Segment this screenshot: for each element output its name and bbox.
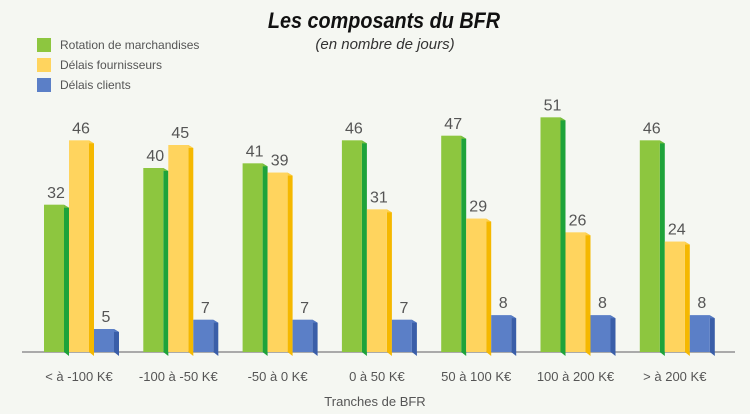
bar-side xyxy=(312,319,318,356)
bar-side xyxy=(89,140,94,356)
data-label: 7 xyxy=(399,300,408,317)
bar xyxy=(689,315,710,352)
data-label: 41 xyxy=(246,143,264,160)
bar-side xyxy=(386,209,392,356)
legend-item: Délais clients xyxy=(37,75,199,95)
bar xyxy=(391,319,412,352)
data-label: 8 xyxy=(697,295,706,312)
bar xyxy=(491,315,512,352)
bar xyxy=(193,319,214,352)
legend-label: Délais fournisseurs xyxy=(60,58,163,72)
data-label: 45 xyxy=(171,125,189,142)
bar xyxy=(441,135,462,352)
bar-side xyxy=(262,163,268,356)
bar xyxy=(590,315,611,352)
bar-side xyxy=(585,232,591,356)
bar-side xyxy=(114,329,119,356)
bar xyxy=(664,241,685,352)
data-label: 5 xyxy=(102,309,111,326)
x-tick-label: -50 à 0 K€ xyxy=(248,369,309,384)
bar-side xyxy=(610,315,616,356)
data-label: 46 xyxy=(72,120,90,137)
bar xyxy=(366,209,387,352)
legend-label: Délais clients xyxy=(60,78,131,92)
bar xyxy=(639,140,660,352)
legend-item: Rotation de marchandises xyxy=(37,35,199,55)
bar-side xyxy=(709,315,715,356)
data-label: 32 xyxy=(47,185,65,202)
x-tick-label: > à 200 K€ xyxy=(643,369,707,384)
x-axis-label: Tranches de BFR xyxy=(324,394,426,409)
chart-title: Les composants du BFR xyxy=(267,8,501,33)
bar-side xyxy=(486,218,492,356)
legend-swatch xyxy=(37,38,51,52)
data-label: 39 xyxy=(271,153,289,170)
bar xyxy=(242,163,263,352)
bar xyxy=(94,329,114,352)
data-label: 40 xyxy=(146,148,164,165)
bar-side xyxy=(659,140,665,356)
bar xyxy=(292,319,313,352)
data-label: 51 xyxy=(544,97,562,114)
bar xyxy=(540,117,561,353)
data-label: 46 xyxy=(345,120,363,137)
x-tick-label: 100 à 200 K€ xyxy=(537,369,615,384)
bar xyxy=(341,140,362,352)
bar-side xyxy=(188,145,194,356)
data-label: 8 xyxy=(499,295,508,312)
bar xyxy=(143,168,164,352)
legend: Rotation de marchandises Délais fourniss… xyxy=(37,35,199,95)
data-label: 8 xyxy=(598,295,607,312)
bar-side xyxy=(560,117,566,357)
bar-side xyxy=(213,319,219,356)
x-tick-label: 0 à 50 K€ xyxy=(349,369,405,384)
x-tick-label: 50 à 100 K€ xyxy=(441,369,512,384)
data-label: 7 xyxy=(201,300,210,317)
legend-swatch xyxy=(37,78,51,92)
bar-side xyxy=(361,140,367,356)
legend-swatch xyxy=(37,58,51,72)
x-tick-label: -100 à -50 K€ xyxy=(139,369,219,384)
data-label: 46 xyxy=(643,120,661,137)
x-tick-label: < à -100 K€ xyxy=(45,369,113,384)
legend-item: Délais fournisseurs xyxy=(37,55,199,75)
data-label: 24 xyxy=(668,222,686,239)
bar-side xyxy=(287,172,293,356)
data-label: 31 xyxy=(370,189,388,206)
bar xyxy=(267,172,288,352)
bar-side xyxy=(511,315,517,356)
bar xyxy=(168,145,189,352)
bar-side xyxy=(163,168,169,356)
data-label: 29 xyxy=(469,199,487,216)
legend-label: Rotation de marchandises xyxy=(60,38,200,52)
bar xyxy=(44,204,64,352)
bar-side xyxy=(64,204,69,356)
bar-side xyxy=(411,319,417,356)
bar xyxy=(466,218,487,352)
data-label: 7 xyxy=(300,300,309,317)
bar-side xyxy=(684,241,690,356)
data-label: 47 xyxy=(444,116,462,133)
bar-side xyxy=(461,135,467,356)
bar xyxy=(69,140,89,352)
bar xyxy=(565,232,586,352)
chart-subtitle: (en nombre de jours) xyxy=(315,36,455,53)
data-label: 26 xyxy=(569,212,587,229)
